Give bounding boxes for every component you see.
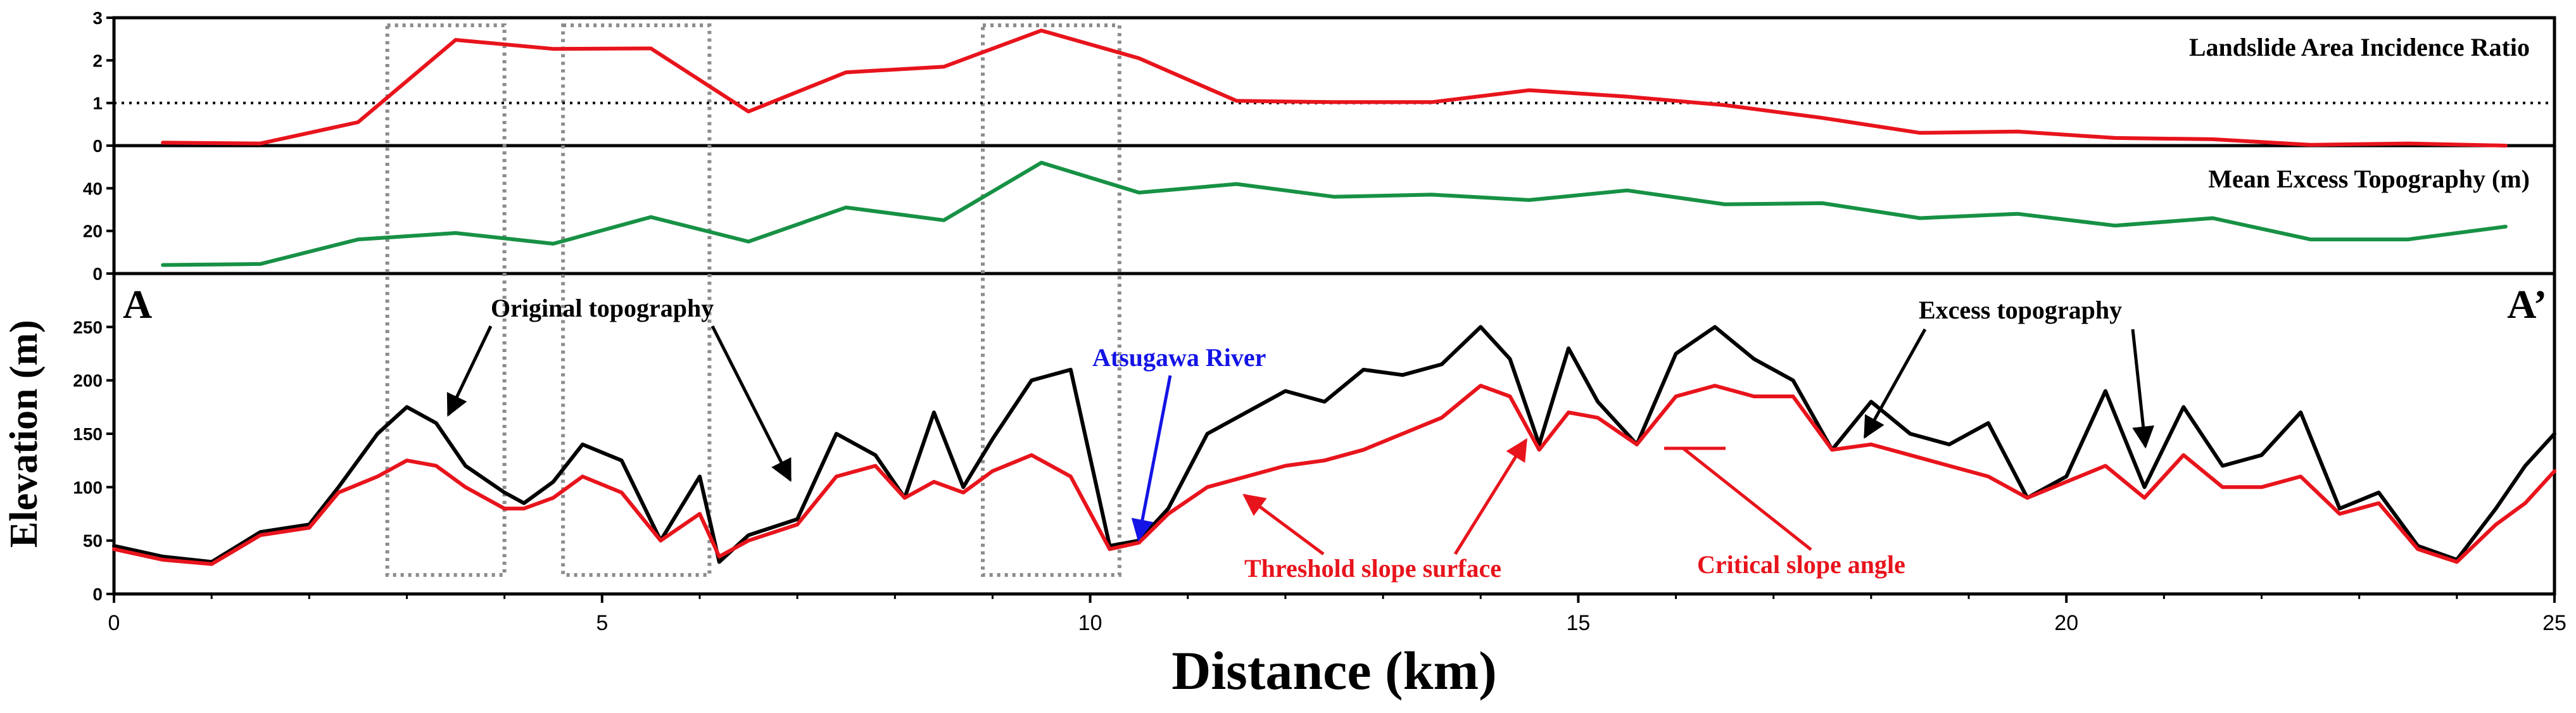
x-tick-label: 5	[596, 611, 608, 635]
top-y-axis: 0 1 2 3	[92, 8, 114, 156]
x-axis: 0 5 10 15 20 25	[108, 594, 2567, 635]
y-tick-label: 0	[92, 264, 103, 284]
svg-text:Original topography: Original topography	[491, 294, 714, 322]
annotation-critical-slope-angle: Critical slope angle	[1664, 446, 1905, 579]
top-panel-title: Landslide Area Incidence Ratio	[2189, 33, 2530, 61]
x-tick-label: 25	[2542, 611, 2567, 635]
highlight-box-2	[561, 23, 712, 577]
highlight-box-1	[385, 23, 507, 577]
y-tick-label: 20	[83, 222, 103, 241]
x-axis-label: Distance (km)	[1171, 640, 1497, 701]
y-tick-label: 1	[92, 94, 103, 113]
svg-text:Critical slope angle: Critical slope angle	[1697, 550, 1905, 579]
annotation-threshold-slope-surface: Threshold slope surface	[1242, 438, 1528, 583]
series-threshold-slope-surface	[112, 384, 2556, 566]
y-tick-label: 0	[92, 136, 103, 156]
x-tick-label: 10	[1078, 611, 1102, 635]
annotation-original-topography: Original topography	[446, 294, 792, 483]
y-tick-label: 3	[92, 8, 103, 28]
series-original-topography	[112, 325, 2556, 564]
middle-panel-title: Mean Excess Topography (m)	[2208, 165, 2530, 193]
y-tick-label: 2	[92, 51, 103, 70]
profile-end-label: A’	[2507, 282, 2547, 327]
middle-panel-frame	[112, 144, 2556, 275]
y-tick-label: 0	[92, 584, 103, 604]
x-tick-label: 20	[2054, 611, 2078, 635]
svg-text:Excess topography: Excess topography	[1919, 296, 2122, 324]
y-tick-label: 200	[73, 371, 103, 391]
svg-text:Atsugawa River: Atsugawa River	[1092, 343, 1266, 372]
y-tick-label: 50	[83, 531, 103, 551]
series-layer	[112, 28, 2556, 566]
profile-start-label: A	[123, 282, 152, 327]
y-tick-label: 100	[73, 477, 103, 497]
series-landslide-area-incidence-ratio	[161, 28, 2508, 148]
y-tick-label: 250	[73, 317, 103, 337]
x-tick-label: 0	[108, 611, 120, 635]
x-tick-label: 15	[1566, 611, 1590, 635]
bottom-panel-frame	[112, 272, 2556, 596]
annotation-excess-topography: Excess topography	[1863, 296, 2155, 449]
annotation-atsugawa-river: Atsugawa River	[1092, 343, 1266, 542]
middle-y-axis: 0 20 40	[83, 179, 114, 284]
y-tick-label: 150	[73, 424, 103, 444]
highlight-box-3	[981, 23, 1121, 577]
series-mean-excess-topography-m	[161, 160, 2508, 267]
svg-text:Threshold slope surface: Threshold slope surface	[1244, 554, 1501, 583]
y-axis-label: Elevation (m)	[3, 320, 46, 548]
highlight-boxes	[385, 23, 1121, 577]
y-tick-label: 40	[83, 179, 103, 198]
bottom-y-axis: 0 50 100 150 200 250	[73, 317, 114, 604]
